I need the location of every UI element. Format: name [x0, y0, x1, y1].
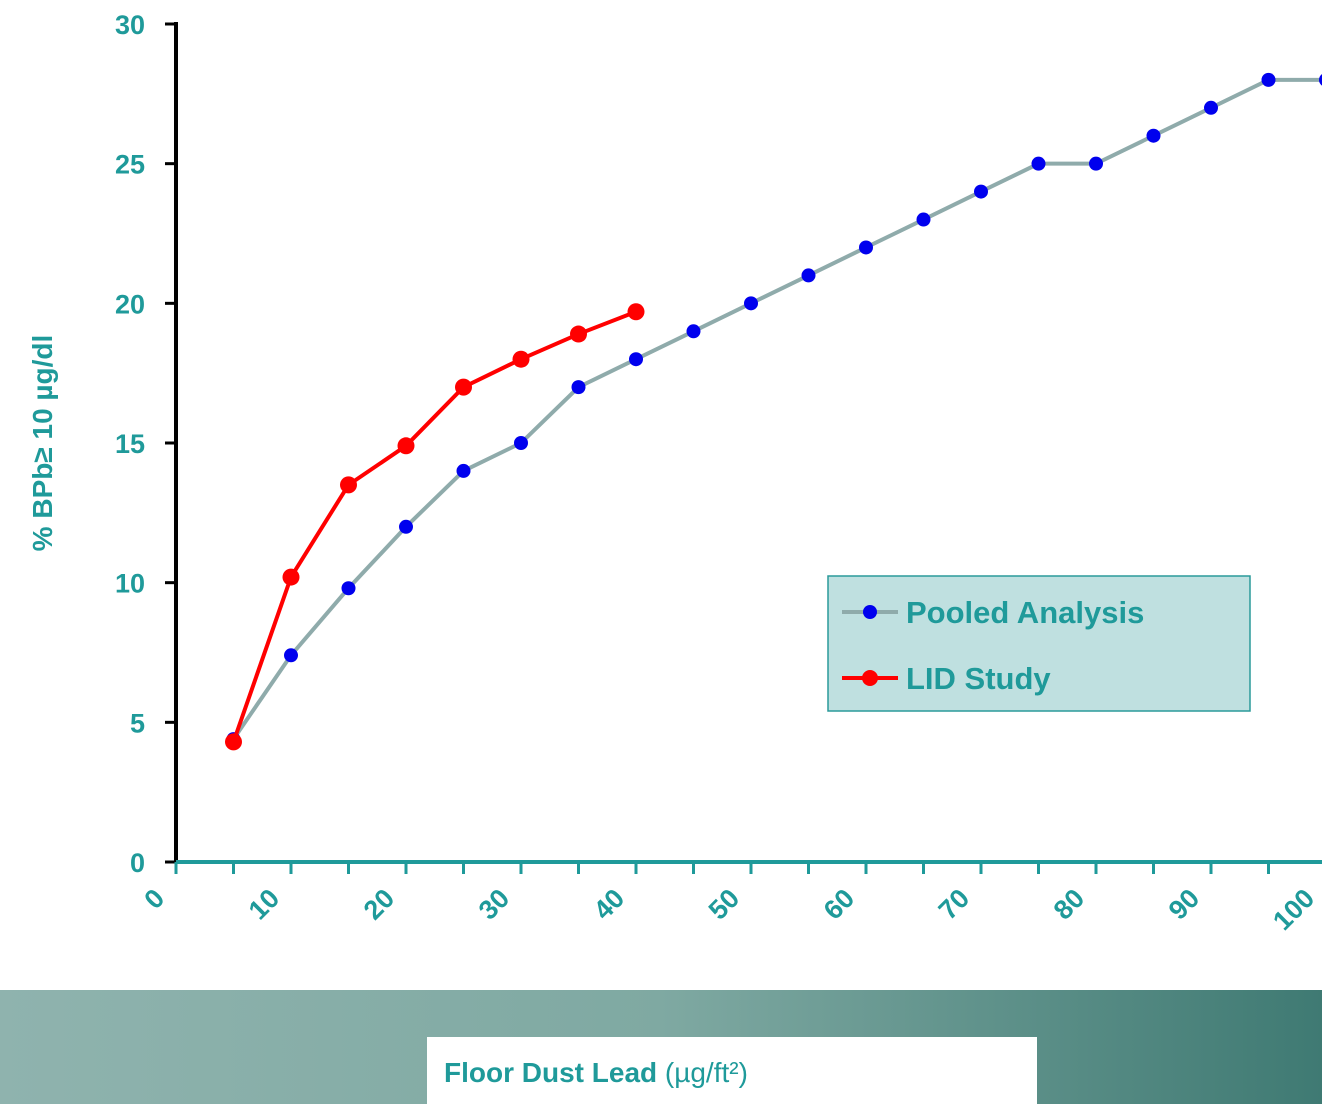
data-point — [513, 351, 530, 368]
data-point — [398, 437, 415, 454]
data-point — [1262, 73, 1276, 87]
data-point — [284, 648, 298, 662]
data-point — [225, 733, 242, 750]
data-point — [744, 296, 758, 310]
y-tick-label: 25 — [115, 150, 145, 180]
x-tick-label: 90 — [1163, 883, 1205, 925]
legend-marker — [862, 670, 878, 686]
data-point — [283, 569, 300, 586]
y-tick-label: 15 — [115, 429, 145, 459]
data-point — [570, 326, 587, 343]
x-tick-label: 30 — [473, 883, 515, 925]
y-tick-label: 10 — [115, 569, 145, 599]
y-axis-title: % BPb≥ 10 µg/dl — [27, 335, 58, 552]
series-line — [234, 312, 637, 742]
data-point — [399, 520, 413, 534]
data-point — [1089, 157, 1103, 171]
x-axis-title-unit: (µg/ft²) — [665, 1057, 748, 1088]
x-tick-label: 60 — [818, 883, 860, 925]
legend-marker — [863, 605, 877, 619]
data-point — [974, 185, 988, 199]
x-tick-label: 40 — [588, 883, 630, 925]
data-point — [1032, 157, 1046, 171]
x-tick-label: 100 — [1267, 883, 1320, 936]
data-point — [340, 476, 357, 493]
y-tick-label: 5 — [130, 708, 145, 738]
data-point — [628, 303, 645, 320]
data-point — [1204, 101, 1218, 115]
data-point — [342, 581, 356, 595]
data-point — [572, 380, 586, 394]
x-tick-label: 0 — [138, 883, 170, 915]
x-axis-title-main: Floor Dust Lead — [444, 1057, 657, 1088]
x-tick-label: 80 — [1048, 883, 1090, 925]
data-point — [1147, 129, 1161, 143]
y-tick-label: 20 — [115, 289, 145, 319]
x-tick-label: 70 — [933, 883, 975, 925]
data-point — [455, 379, 472, 396]
data-point — [514, 436, 528, 450]
y-tick-label: 0 — [130, 848, 145, 878]
data-point — [629, 352, 643, 366]
data-point — [687, 324, 701, 338]
data-point — [917, 213, 931, 227]
x-tick-label: 50 — [703, 883, 745, 925]
legend-label: Pooled Analysis — [906, 595, 1144, 630]
y-tick-label: 30 — [115, 10, 145, 40]
x-axis-title: Floor Dust Lead (µg/ft²) — [444, 1057, 748, 1088]
data-point — [802, 268, 816, 282]
x-tick-label: 20 — [358, 883, 400, 925]
data-point — [859, 240, 873, 254]
x-tick-label: 10 — [243, 883, 285, 925]
legend-label: LID Study — [906, 661, 1051, 696]
data-point — [457, 464, 471, 478]
